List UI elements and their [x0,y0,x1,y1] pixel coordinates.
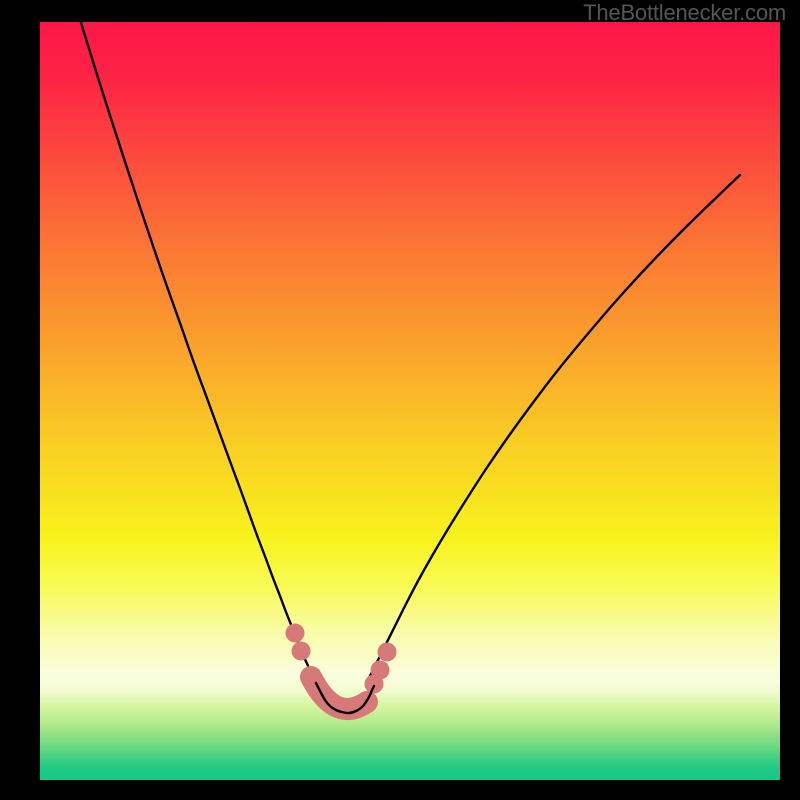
plot-area [40,22,780,780]
marker-right-1 [371,661,390,680]
marker-right-2 [378,643,397,662]
marker-caterpillar [311,677,367,709]
curve-right [366,175,740,684]
chart-svg [40,22,780,780]
watermark-text: TheBottlenecker.com [583,0,786,26]
marker-left-1 [292,642,311,661]
marker-left-0 [286,624,305,643]
curve-left [74,22,316,683]
